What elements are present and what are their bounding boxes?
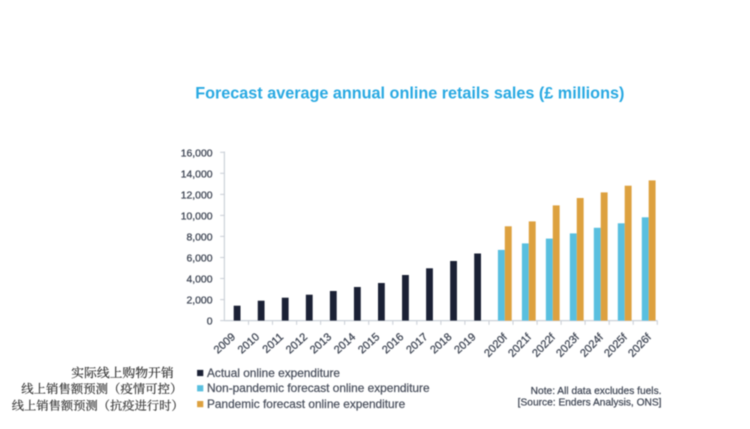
svg-text:2009: 2009 (212, 331, 238, 356)
svg-text:8,000: 8,000 (186, 232, 212, 243)
svg-text:2014: 2014 (332, 331, 358, 356)
svg-text:10,000: 10,000 (181, 211, 213, 222)
svg-text:0: 0 (207, 317, 213, 328)
svg-text:2022f: 2022f (530, 331, 558, 360)
svg-text:2012: 2012 (284, 331, 310, 356)
svg-text:2025f: 2025f (602, 331, 630, 360)
svg-text:4,000: 4,000 (186, 275, 212, 286)
svg-text:Note: All data excludes fuels.: Note: All data excludes fuels. (531, 386, 662, 397)
svg-text:[Source: Enders Analysis, ONS]: [Source: Enders Analysis, ONS] (518, 397, 662, 408)
svg-text:Pandemic forecast online expen: Pandemic forecast online expenditure (207, 397, 406, 411)
svg-text:2024f: 2024f (578, 331, 606, 360)
svg-text:2,000: 2,000 (186, 296, 212, 307)
svg-text:Non-pandemic forecast online e: Non-pandemic forecast online expenditure (207, 381, 430, 395)
svg-text:2010: 2010 (236, 331, 262, 356)
svg-text:6,000: 6,000 (186, 254, 212, 265)
svg-text:2016: 2016 (380, 331, 406, 356)
svg-text:Actual online expenditure: Actual online expenditure (207, 366, 340, 380)
svg-text:2021f: 2021f (506, 331, 534, 360)
svg-text:2026f: 2026f (626, 331, 654, 360)
svg-text:14,000: 14,000 (181, 169, 213, 180)
svg-text:2020f: 2020f (482, 331, 510, 360)
svg-text:2019: 2019 (452, 331, 478, 356)
svg-text:2013: 2013 (308, 331, 334, 356)
svg-text:16,000: 16,000 (181, 148, 213, 159)
svg-text:12,000: 12,000 (181, 190, 213, 201)
svg-text:2023f: 2023f (554, 331, 582, 360)
svg-text:2018: 2018 (428, 331, 454, 356)
svg-text:2011: 2011 (260, 331, 286, 356)
svg-text:2015: 2015 (356, 331, 382, 356)
svg-text:2017: 2017 (404, 331, 430, 356)
svg-text:Forecast average annual online: Forecast average annual online retails s… (195, 84, 624, 102)
